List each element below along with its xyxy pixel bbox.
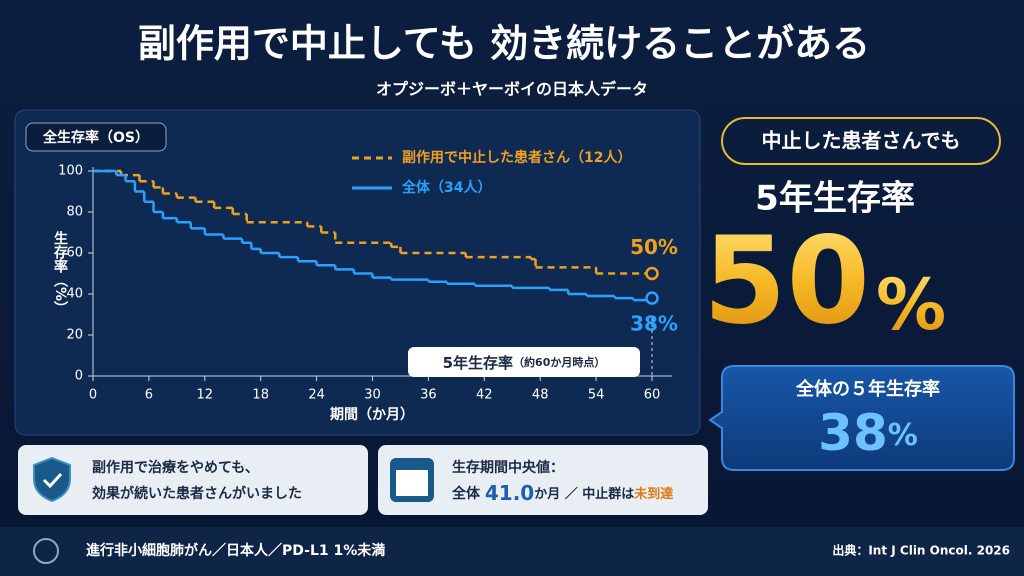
card [378, 445, 708, 515]
highlight: 未到達 [633, 486, 673, 502]
card-text: か月 ／ 中止群は [534, 486, 634, 502]
x-tick-label: 42 [476, 388, 493, 403]
badge [25, 122, 167, 152]
y-tick-label: 40 [66, 287, 83, 302]
callout-main: 5年生存率 [443, 354, 513, 372]
endpoint-marker [645, 291, 659, 305]
overall-label: 全体の５年生存率 [795, 378, 940, 400]
overall-value: 38% [818, 404, 918, 462]
card [18, 445, 368, 515]
x-tick-label: 60 [644, 388, 661, 403]
median: 41.0 [485, 481, 534, 505]
endpoint-label: 38% [630, 312, 678, 336]
overall-unit: % [888, 418, 918, 453]
callout-note: （約60か月時点） [513, 355, 605, 369]
title: 副作用で中止しても 効き続けることがある [138, 22, 870, 66]
legend-label: 全体（34人） [401, 179, 491, 196]
badge-text: 全生存率（OS） [42, 129, 149, 146]
endpoint-marker [645, 266, 659, 281]
overall-box [708, 365, 1015, 471]
pill-text: 中止した患者さんでも [762, 129, 961, 153]
card-text: 副作用で治療をやめても、 [92, 459, 259, 476]
x-tick-label: 0 [89, 388, 97, 403]
calendar-page [396, 470, 428, 496]
y-tick-label: 0 [75, 369, 83, 384]
card-text: 全体 [451, 485, 485, 502]
x-tick-label: 12 [197, 388, 214, 403]
card-text: 全体 41.0か月 ／ 中止群は未到達 [451, 481, 673, 505]
shield-icon [33, 456, 71, 503]
callout-box [408, 347, 640, 377]
heading: 5年生存率 [755, 179, 915, 219]
x-tick-label: 18 [252, 388, 269, 403]
card-text: 効果が続いた患者さんがいました [92, 485, 302, 502]
big-unit: % [876, 264, 946, 346]
y-tick-label: 60 [66, 246, 83, 261]
x-tick-label: 48 [532, 388, 549, 403]
y-tick-label: 20 [66, 328, 83, 343]
x-tick-label: 30 [364, 388, 381, 403]
x-tick-label: 6 [145, 388, 153, 403]
y-tick-label: 100 [58, 164, 83, 179]
card-text: 生存期間中央値： [452, 459, 564, 476]
population: 進行非小細胞肺がん／日本人／PD-L1 1%未満 [86, 542, 385, 559]
source: 出典：Int J Clin Oncol. 2026 [832, 543, 1010, 558]
y-tick-label: 80 [66, 205, 83, 220]
x-tick-label: 54 [588, 388, 605, 403]
lung-icon [33, 538, 59, 564]
x-tick-label: 24 [308, 388, 325, 403]
callout-text: 5年生存率（約60か月時点） [443, 354, 606, 372]
endpoint-label: 50% [630, 235, 678, 259]
x-axis-label: 期間（か月） [330, 407, 414, 423]
x-tick-label: 36 [420, 388, 437, 403]
overall-number: 38 [818, 404, 888, 462]
y-axis-label: 生存率（%） [52, 230, 69, 315]
subtitle: オプジーボ＋ヤーボイの日本人データ [376, 80, 648, 99]
check-icon [42, 472, 63, 489]
footer [0, 527, 1024, 576]
legend-label: 副作用で中止した患者さん（12人） [402, 149, 631, 166]
big-value: 50 [703, 213, 870, 352]
pill [721, 117, 1001, 165]
